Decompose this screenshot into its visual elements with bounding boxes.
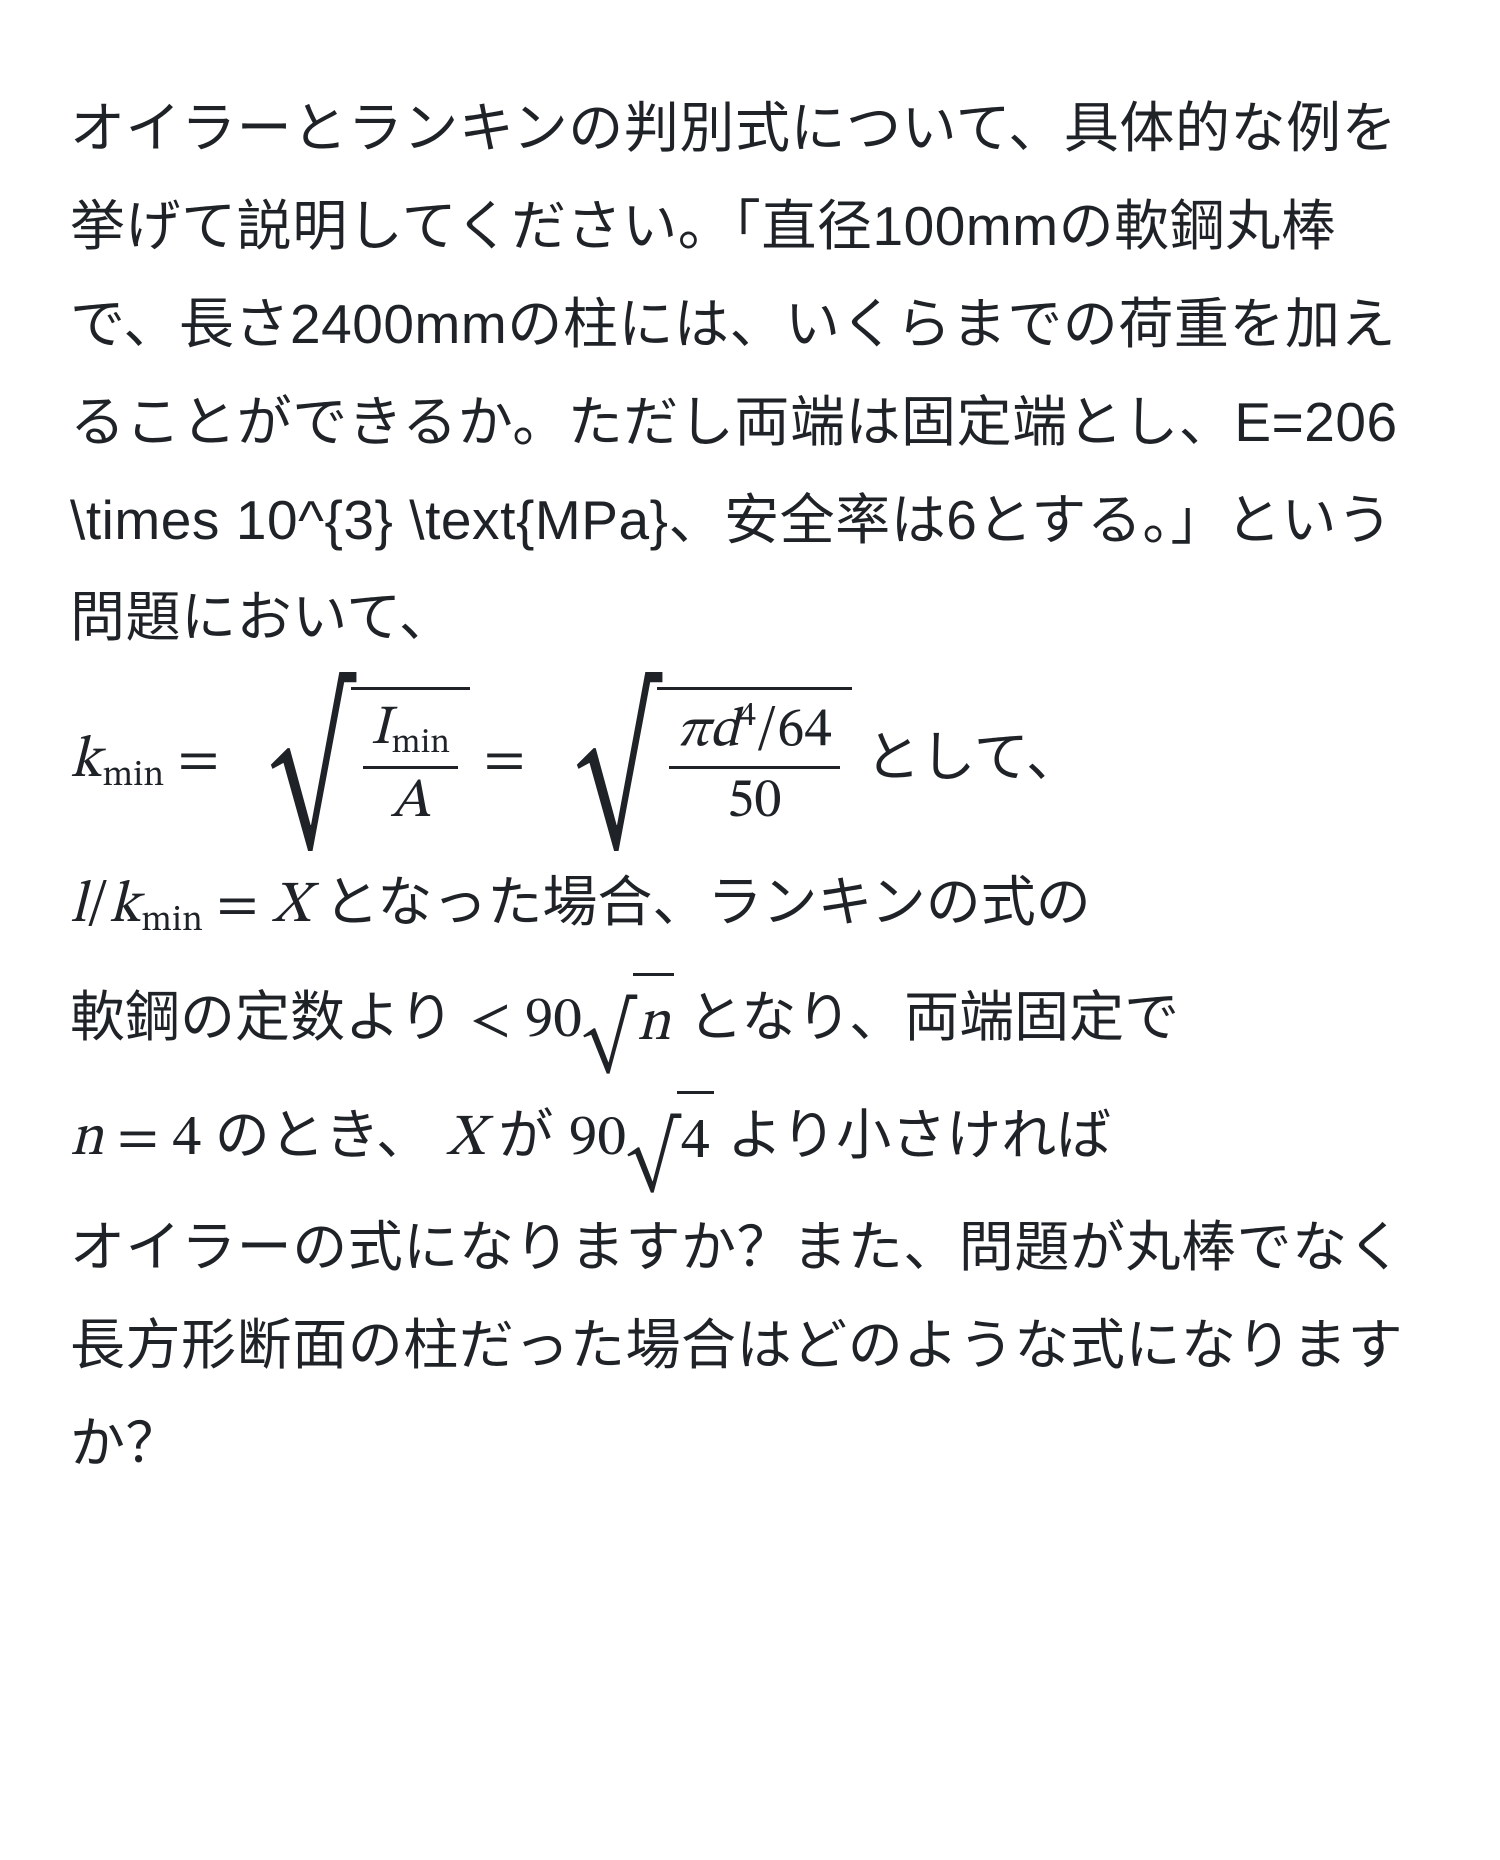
equation-slenderness: l/kmin = X となった場合、ランキンの式の xyxy=(70,858,1430,953)
var-X2: X xyxy=(446,1110,485,1168)
radical-icon: √ xyxy=(575,697,659,848)
var-X: X xyxy=(272,877,311,935)
paragraph-questions: オイラーの式になりますか？また、問題が丸棒でなく長方形断面の柱だった場合はどのよ… xyxy=(70,1199,1430,1493)
sqrt-pid4-over-50: √ πd4/64 50 xyxy=(539,687,852,838)
radical-icon: √ xyxy=(626,1125,679,1192)
eq3-mid: となり、両端固定で xyxy=(688,986,1179,1048)
slash: / xyxy=(86,877,108,935)
sym-pi: π xyxy=(677,705,710,760)
equation-90sqrtn: 軟鋼の定数より < 90 √ n となり、両端固定で xyxy=(70,973,1430,1071)
equals-1: = xyxy=(178,732,233,790)
num-4: 4 xyxy=(681,1096,710,1189)
den-50: 50 xyxy=(669,769,840,834)
radical-icon: √ xyxy=(582,1006,635,1073)
over-64: /64 xyxy=(756,705,832,760)
eq3-prefix: 軟鋼の定数より xyxy=(70,986,469,1048)
radical-icon: √ xyxy=(269,697,353,848)
equals-2: = xyxy=(484,732,539,790)
equals-3: = xyxy=(216,877,271,935)
lt-90: < 90 xyxy=(469,992,582,1050)
eq4-jp2: が xyxy=(498,1104,568,1166)
frac-Imin-A: Imin A xyxy=(363,698,458,834)
eq1-trailing: として、 xyxy=(865,726,1081,788)
questions-text: オイラーの式になりますか？また、問題が丸棒でなく長方形断面の柱だった場合はどのよ… xyxy=(70,1216,1403,1474)
equation-kmin: kmin = √ Imin A = √ πd4/64 50 として、 xyxy=(70,687,1430,838)
frac-pid4-50: πd4/64 50 xyxy=(669,698,840,834)
sqrt-4: √ 4 xyxy=(626,1091,714,1189)
intro-text: オイラーとランキンの判別式について、具体的な例を挙げて説明してください。「直径1… xyxy=(70,97,1398,648)
sqrt-Imin-over-A: √ Imin A xyxy=(233,687,470,838)
equation-n4: n = 4 のとき、 X が 90 √ 4 より小さければ xyxy=(70,1091,1430,1189)
eq4-jp3: より小さければ xyxy=(727,1104,1111,1166)
sub-min-2: min xyxy=(391,727,450,761)
sqrt-n: √ n xyxy=(582,973,674,1071)
exp-4: 4 xyxy=(739,700,756,734)
sub-min-3: min xyxy=(141,903,203,939)
sub-min-1: min xyxy=(102,758,164,794)
var-A: A xyxy=(391,775,431,830)
var-l: l xyxy=(70,877,86,935)
eq2-trailing: となった場合、ランキンの式の xyxy=(324,871,1091,933)
var-k2: k xyxy=(109,877,140,935)
paragraph-intro: オイラーとランキンの判別式について、具体的な例を挙げて説明してください。「直径1… xyxy=(70,80,1430,667)
eq4-jp1: のとき、 xyxy=(215,1104,446,1166)
var-n: n xyxy=(637,978,670,1071)
var-k: k xyxy=(70,732,101,790)
var-d: d xyxy=(709,705,739,760)
var-I: I xyxy=(371,702,391,757)
ninety: 90 xyxy=(569,1110,626,1168)
